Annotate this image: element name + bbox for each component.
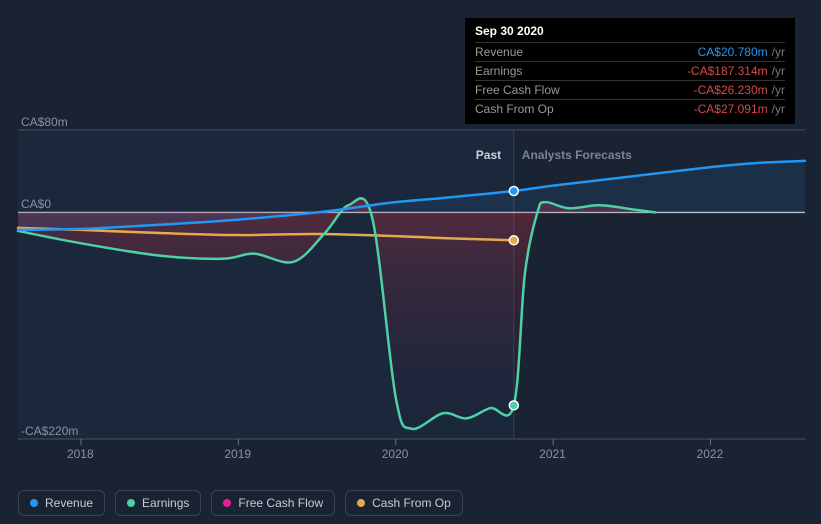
y-tick-label: CA$80m <box>21 115 68 129</box>
x-tick-label: 2022 <box>697 447 724 461</box>
legend-item-cfo[interactable]: Cash From Op <box>345 490 463 516</box>
tooltip-row: Earnings -CA$187.314m/yr <box>475 61 785 80</box>
y-tick-label: CA$0 <box>21 197 51 211</box>
x-tick-label: 2021 <box>539 447 566 461</box>
chart-legend: Revenue Earnings Free Cash Flow Cash From O… <box>18 490 463 516</box>
tooltip-metric-unit: /yr <box>772 45 785 59</box>
tooltip-date: Sep 30 2020 <box>475 24 785 38</box>
past-label: Past <box>476 148 501 162</box>
legend-dot-icon <box>357 499 365 507</box>
legend-label: Cash From Op <box>372 496 451 510</box>
x-tick-label: 2020 <box>382 447 409 461</box>
tooltip-metric-unit: /yr <box>772 83 785 97</box>
legend-dot-icon <box>127 499 135 507</box>
x-tick-label: 2018 <box>67 447 94 461</box>
tooltip-metric-label: Earnings <box>475 64 522 78</box>
tooltip-metric-label: Revenue <box>475 45 523 59</box>
tooltip-metric-value: -CA$26.230m <box>694 83 768 97</box>
forecasts-label: Analysts Forecasts <box>522 148 632 162</box>
tooltip-row: Cash From Op -CA$27.091m/yr <box>475 99 785 118</box>
legend-label: Earnings <box>142 496 189 510</box>
legend-label: Free Cash Flow <box>238 496 323 510</box>
tooltip-metric-value: -CA$27.091m <box>694 102 768 116</box>
y-tick-label: -CA$220m <box>21 424 78 438</box>
tooltip-metric-value: -CA$187.314m <box>687 64 768 78</box>
tooltip-metric-label: Free Cash Flow <box>475 83 560 97</box>
tooltip-metric-unit: /yr <box>772 102 785 116</box>
x-tick-label: 2019 <box>224 447 251 461</box>
financials-chart: CA$80mCA$0-CA$220m 20182019202020212022 … <box>0 0 821 524</box>
tooltip-row: Free Cash Flow -CA$26.230m/yr <box>475 80 785 99</box>
tooltip-metric-value: CA$20.780m <box>698 45 768 59</box>
legend-dot-icon <box>223 499 231 507</box>
chart-tooltip: Sep 30 2020 RevenueCA$20.780m/yrEarnings… <box>465 18 795 124</box>
legend-item-fcf[interactable]: Free Cash Flow <box>211 490 335 516</box>
legend-item-earnings[interactable]: Earnings <box>115 490 201 516</box>
legend-label: Revenue <box>45 496 93 510</box>
tooltip-metric-unit: /yr <box>772 64 785 78</box>
legend-dot-icon <box>30 499 38 507</box>
legend-item-revenue[interactable]: Revenue <box>18 490 105 516</box>
tooltip-metric-label: Cash From Op <box>475 102 554 116</box>
tooltip-row: Revenue CA$20.780m/yr <box>475 42 785 61</box>
